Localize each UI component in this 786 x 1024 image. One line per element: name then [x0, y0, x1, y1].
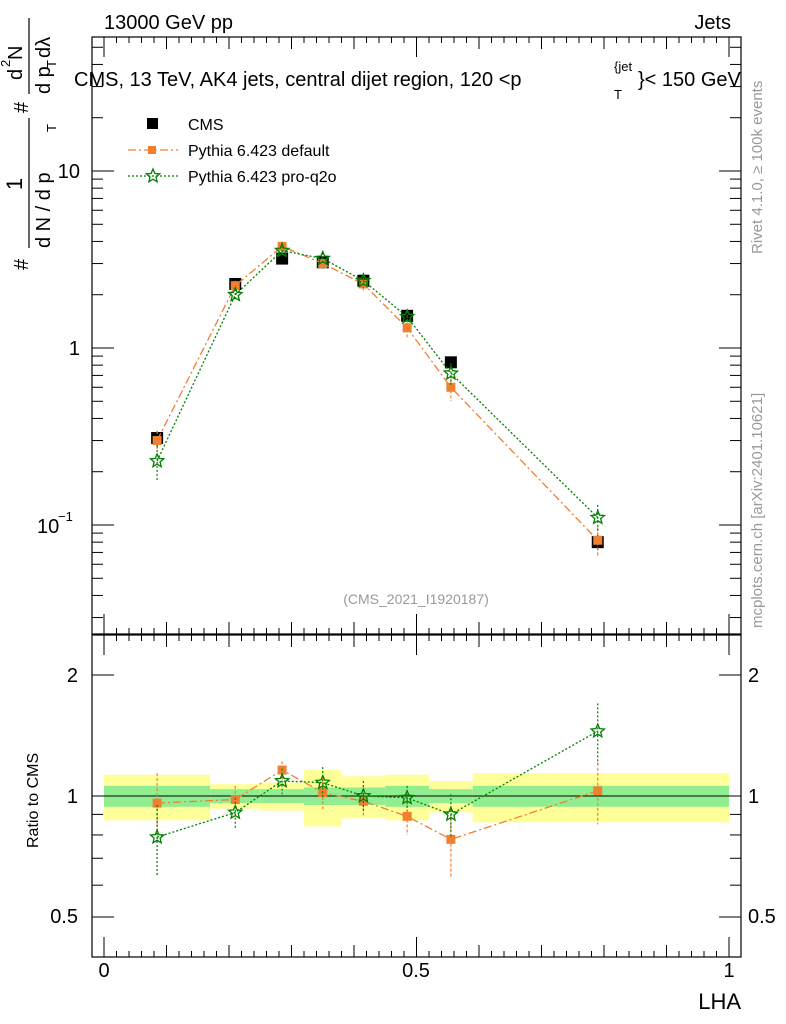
data-point-proq2o — [273, 241, 291, 258]
y-tick-label-10: 10 — [58, 161, 80, 183]
data-point-default — [152, 436, 162, 446]
plot-title-superscript: {jet — [614, 59, 632, 74]
data-point-default — [230, 281, 240, 291]
main-y-axis-label: # 1 d N / d p T # d 2 N d p T dλ — [0, 18, 59, 270]
data-point-cms — [444, 356, 457, 369]
data-point-proq2o — [273, 772, 291, 788]
data-point-proq2o — [226, 803, 244, 820]
ratio-y-tick-label-1-right: 1 — [748, 786, 759, 808]
main-data-layer — [148, 241, 607, 556]
ratio-y-tick-label-2-right: 2 — [748, 665, 759, 687]
rivet-version-label: Rivet 4.1.0, ≥ 100k events — [749, 81, 766, 254]
data-point-proq2o — [355, 787, 372, 804]
ylabel-fraction1-denominator-sub: T — [44, 124, 59, 132]
ylabel-hash-2: # — [11, 101, 33, 113]
legend-marker-default — [148, 146, 156, 154]
data-point-proq2o — [589, 509, 607, 525]
ratio-y-axis-label: Ratio to CMS — [25, 753, 42, 848]
data-point-cms — [276, 252, 289, 265]
data-point-default — [402, 323, 412, 333]
data-point-proq2o — [314, 249, 331, 266]
data-point-proq2o — [148, 452, 166, 468]
legend-marker-proq2o — [144, 167, 162, 184]
data-point-proq2o — [314, 773, 332, 790]
data-point-proq2o — [589, 722, 607, 739]
data-point-default — [593, 786, 603, 796]
ylabel-fraction2-numerator-end: N — [5, 46, 27, 60]
ylabel-hash-1: # — [11, 258, 33, 270]
data-point-default — [446, 834, 456, 844]
ylabel-fraction1-denominator: d N / d p — [33, 172, 55, 248]
x-tick-label-0: 0 — [98, 960, 109, 982]
ylabel-fraction2-denominator-sub: T — [44, 60, 59, 68]
data-point-proq2o — [398, 308, 416, 324]
plot-title-end: }< 150 GeV — [638, 69, 742, 91]
series-line-proq2o — [156, 249, 599, 519]
data-point-default — [318, 259, 328, 269]
ratio-y-tick-label-0p5: 0.5 — [50, 906, 78, 928]
ylabel-fraction2-numerator-sup: 2 — [0, 60, 13, 67]
legend-label-cms: CMS — [188, 117, 224, 134]
ylabel-fraction2-denominator: d p — [33, 66, 55, 94]
legend: CMS Pythia 6.423 default Pythia 6.423 pr… — [128, 117, 337, 186]
beam-label: 13000 GeV pp — [104, 12, 233, 34]
ratio-uncertainty-bands — [92, 770, 741, 827]
y-tick-label-1: 1 — [69, 338, 80, 360]
main-axis-ticks — [92, 37, 741, 634]
data-point-proq2o — [148, 828, 166, 845]
legend-label-proq2o: Pythia 6.423 pro-q2o — [188, 169, 337, 186]
legend-label-default: Pythia 6.423 default — [188, 143, 330, 160]
analysis-id: (CMS_2021_I1920187) — [343, 591, 489, 607]
data-point-default — [152, 798, 162, 808]
mcplots-label: mcplots.cern.ch [arXiv:2401.10621] — [749, 393, 766, 628]
data-point-proq2o — [442, 364, 460, 381]
x-axis-label: LHA — [698, 989, 741, 1014]
ratio-y-tick-label-0p5-right: 0.5 — [748, 906, 776, 928]
data-point-proq2o — [398, 789, 416, 805]
y-tick-label-0p1-exponent: −1 — [58, 509, 73, 524]
series-line-default — [156, 245, 599, 541]
y-tick-label-0p1-base: 10 — [37, 516, 59, 538]
plot-title-subscript: T — [614, 87, 622, 102]
ratio-data-layer — [148, 703, 607, 877]
x-tick-label-1: 1 — [723, 960, 734, 982]
ylabel-fraction1-numerator: 1 — [2, 178, 27, 190]
data-point-default — [446, 382, 456, 392]
x-tick-label-0p5: 0.5 — [402, 960, 430, 982]
category-label: Jets — [694, 12, 731, 34]
data-point-default — [402, 811, 412, 821]
ratio-axis-ticks — [92, 635, 741, 957]
data-point-proq2o — [226, 285, 244, 302]
ratio-y-tick-label-1: 1 — [67, 786, 78, 808]
data-point-proq2o — [355, 271, 372, 288]
series-line-default — [157, 769, 599, 841]
legend-marker-cms — [147, 118, 158, 129]
data-point-proq2o — [442, 805, 460, 822]
plot-title: CMS, 13 TeV, AK4 jets, central dijet reg… — [74, 69, 522, 91]
ylabel-fraction2-denominator-end: dλ — [33, 37, 55, 58]
data-point-default — [593, 535, 603, 545]
ylabel-fraction2-numerator: d — [5, 69, 27, 80]
ratio-y-tick-label-2: 2 — [67, 665, 78, 687]
